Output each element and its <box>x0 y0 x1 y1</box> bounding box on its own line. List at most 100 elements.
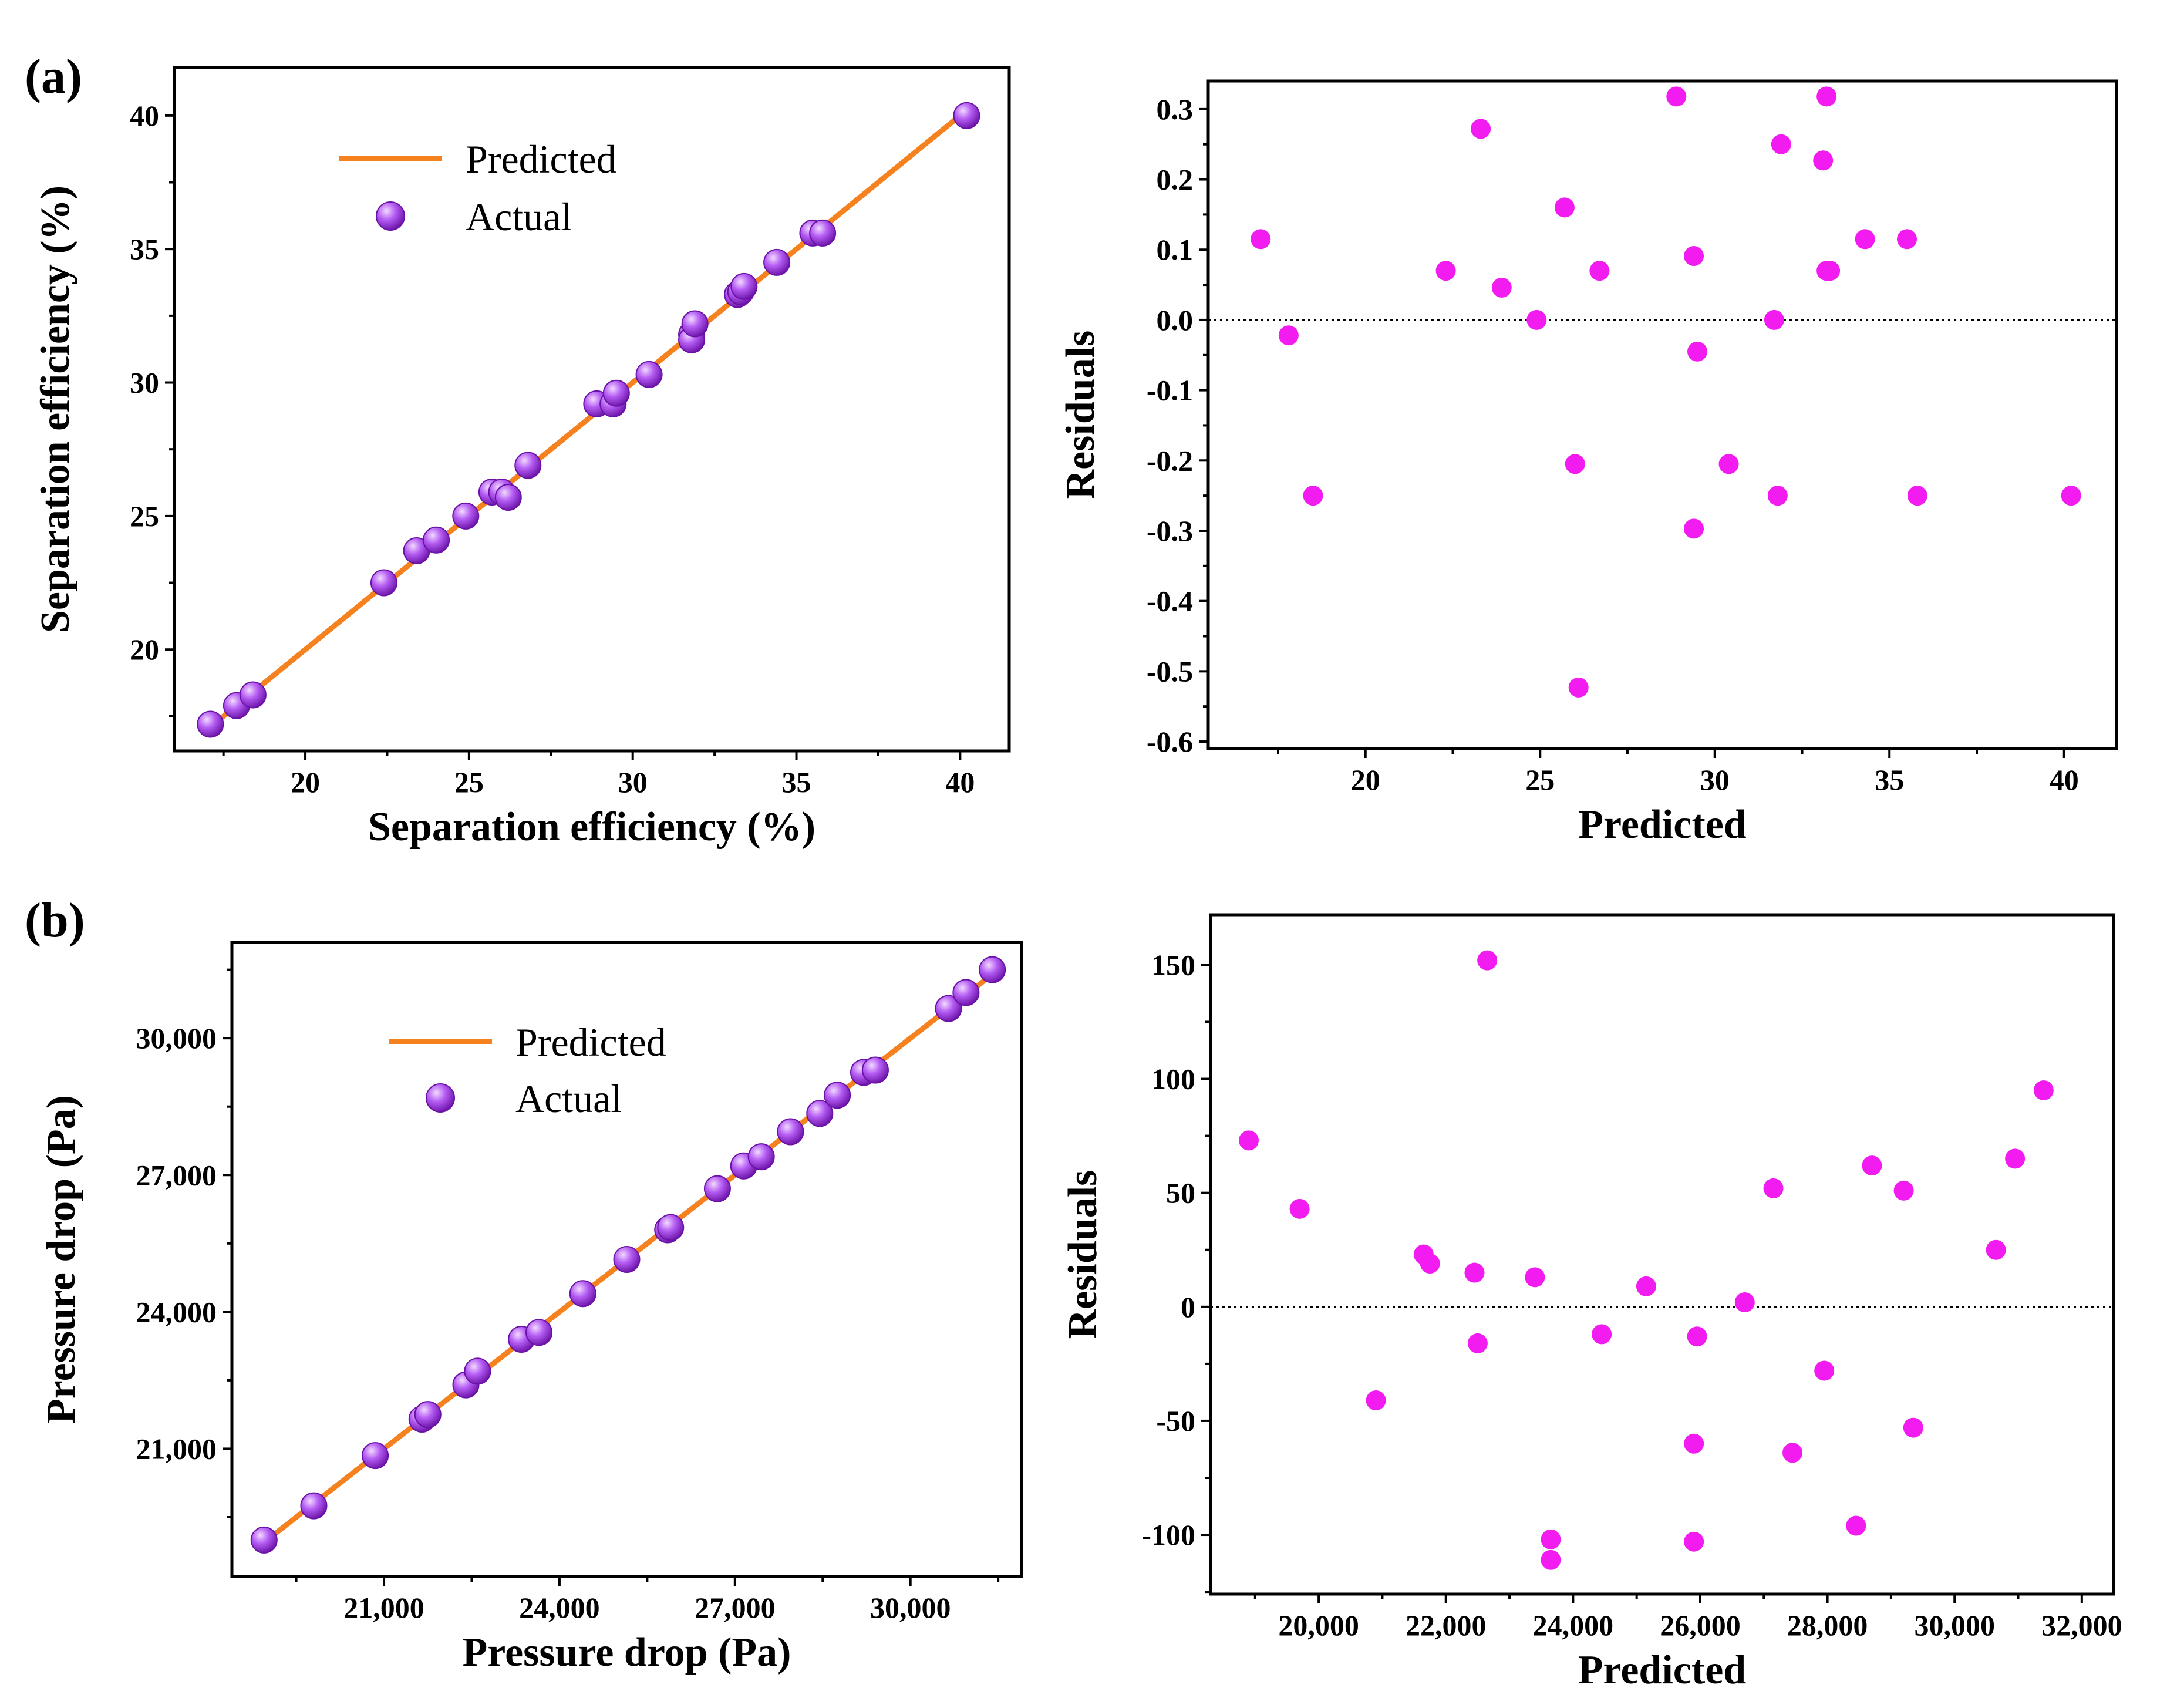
legend-actual-label: Actual <box>515 1076 622 1121</box>
x-tick-label: 20 <box>1351 763 1380 796</box>
chart-b_left: 21,000 24,000 27,000 30,000 21,000 24,000 27,0… <box>25 893 1023 1675</box>
legend-predicted-label: Predicted <box>515 1020 666 1064</box>
y-tick-label: 21,000 <box>136 1432 217 1465</box>
legend-point-swatch <box>376 201 405 231</box>
y-tick-label: -0.6 <box>1147 725 1193 758</box>
actual-point <box>613 1246 641 1273</box>
residual-point <box>1526 309 1547 330</box>
y-tick-label: 30,000 <box>136 1022 217 1055</box>
x-tick-label: 26,000 <box>1660 1609 1741 1642</box>
y-tick-label: -0.2 <box>1147 444 1193 477</box>
actual-point <box>569 1280 596 1308</box>
residual-point <box>1684 1531 1704 1552</box>
residual-point <box>1862 1155 1882 1176</box>
residual-point <box>1718 454 1739 474</box>
x-tick-label: 25 <box>454 766 484 799</box>
x-tick-label: 30 <box>618 766 648 799</box>
actual-point <box>824 1082 851 1109</box>
residual-point <box>1782 1443 1803 1463</box>
actual-point <box>464 1357 491 1385</box>
residual-point <box>1420 1254 1440 1274</box>
residual-point <box>1907 486 1927 506</box>
residual-point <box>1813 150 1834 171</box>
residual-point <box>1251 229 1271 250</box>
legend-predicted-label: Predicted <box>466 137 616 181</box>
x-tick-label: 35 <box>1875 763 1904 796</box>
residual-point <box>1464 1262 1485 1283</box>
residual-point <box>1771 134 1791 154</box>
actual-point <box>730 272 758 300</box>
residual-point <box>1366 1390 1386 1410</box>
residual-point <box>1855 229 1875 250</box>
actual-point <box>809 219 837 247</box>
panel-label: (a) <box>25 49 82 104</box>
x-tick-label: 25 <box>1525 763 1555 796</box>
residual-point <box>1525 1267 1545 1288</box>
actual-point <box>703 1175 731 1202</box>
actual-point <box>525 1319 553 1346</box>
y-tick-label: -100 <box>1141 1518 1195 1551</box>
y-axis-title: Residuals <box>1060 1170 1106 1339</box>
chart-a_left: 20 25 30 35 40 20 25 30 35 40 Separation efficienc… <box>25 49 1011 850</box>
residual-point <box>1568 677 1589 698</box>
actual-point <box>494 484 522 511</box>
y-tick-label: 30 <box>130 366 159 399</box>
residual-point <box>2033 1080 2054 1100</box>
y-tick-label: -0.4 <box>1147 585 1193 618</box>
actual-point <box>635 361 663 388</box>
actual-point <box>657 1214 685 1241</box>
x-tick-label: 28,000 <box>1787 1609 1868 1642</box>
legend: Predicted Actual <box>339 137 616 239</box>
x-tick-label: 30,000 <box>1914 1609 1995 1642</box>
residual-point <box>1734 1292 1755 1313</box>
x-tick-label: 30 <box>1700 763 1730 796</box>
residual-point <box>1592 1324 1612 1345</box>
x-axis-title: Predicted <box>1578 802 1746 847</box>
residual-point <box>1289 1198 1310 1219</box>
y-tick-label: 40 <box>130 99 159 132</box>
x-tick-label: 40 <box>945 766 975 799</box>
panel-label: (b) <box>25 893 85 948</box>
x-tick-label: 30,000 <box>870 1591 951 1624</box>
y-tick-label: -50 <box>1156 1404 1195 1437</box>
y-axis-title: Separation efficiency (%) <box>33 186 78 633</box>
y-tick-label: -0.5 <box>1147 655 1193 688</box>
residual-point <box>1541 1529 1561 1549</box>
residual-point <box>1903 1417 1923 1438</box>
actual-point <box>300 1492 328 1520</box>
legend: Predicted Actual <box>389 1020 666 1121</box>
x-tick-label: 20,000 <box>1278 1609 1359 1642</box>
actual-point <box>806 1100 834 1127</box>
residual-point <box>1684 1433 1704 1454</box>
residual-point <box>2005 1148 2026 1169</box>
residual-point <box>1814 1360 1835 1381</box>
legend-actual-label: Actual <box>466 194 572 239</box>
plot-frame <box>1209 913 2115 1596</box>
residual-point <box>1636 1276 1656 1296</box>
plot-frame <box>230 941 1023 1578</box>
residual-point <box>1687 341 1707 362</box>
residual-point <box>1565 454 1585 474</box>
chart-panels: 20 25 30 35 40 20 25 30 35 40 Separation efficienc… <box>25 49 2122 1693</box>
x-tick-label: 27,000 <box>695 1591 776 1624</box>
residual-point <box>1467 1333 1488 1353</box>
actual-point <box>935 995 962 1022</box>
residual-point <box>1666 86 1687 107</box>
actual-point <box>777 1118 804 1146</box>
y-tick-label: 0 <box>1181 1291 1195 1323</box>
x-tick-label: 40 <box>2050 763 2079 796</box>
residual-point <box>1687 1326 1707 1347</box>
residual-point <box>1763 1178 1784 1198</box>
residual-point <box>1893 1180 1914 1201</box>
actual-point <box>952 979 980 1006</box>
y-tick-label: 27,000 <box>136 1158 217 1191</box>
y-tick-label: 25 <box>130 500 159 533</box>
predicted-line <box>207 107 970 730</box>
actual-point <box>953 102 980 129</box>
actual-point <box>414 1401 442 1429</box>
y-tick-label: -0.1 <box>1147 374 1193 407</box>
x-axis-title: Pressure drop (Pa) <box>463 1630 791 1675</box>
y-tick-label: 20 <box>130 633 159 666</box>
actual-point <box>979 956 1006 983</box>
